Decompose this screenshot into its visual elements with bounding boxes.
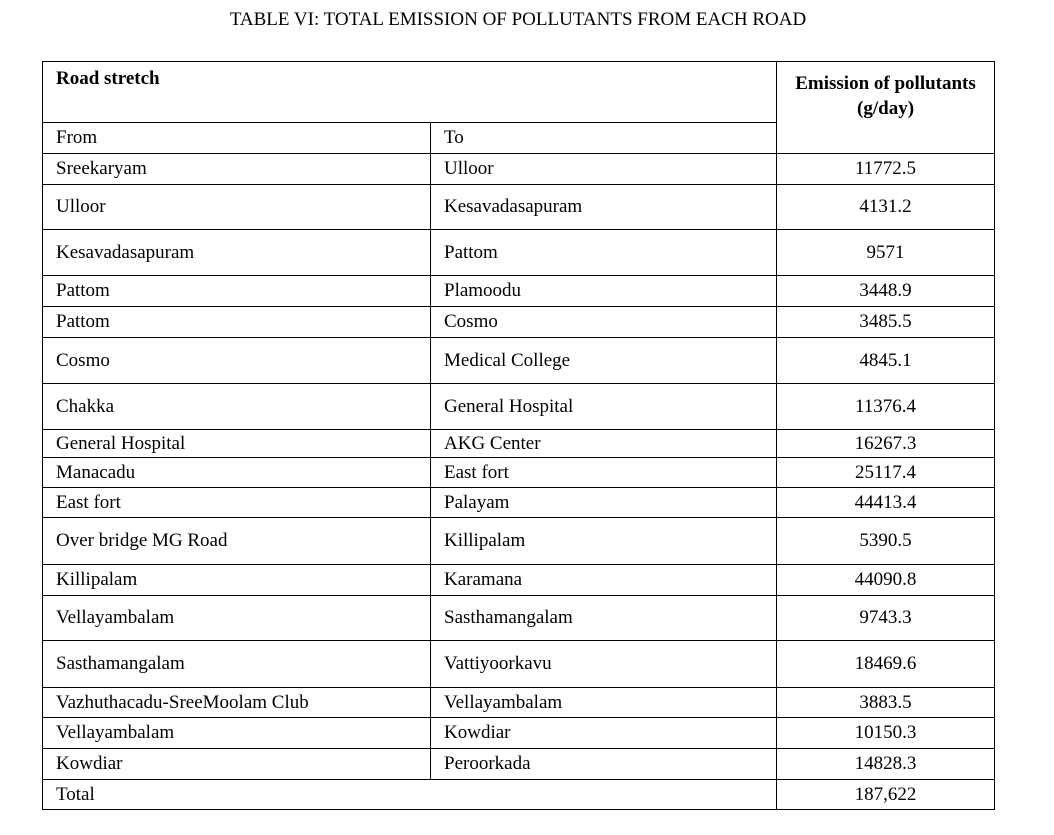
table-row: General Hospital AKG Center 16267.3 <box>42 429 996 458</box>
cell-emission: 4131.2 <box>776 184 996 230</box>
table-row: Over bridge MG Road Killipalam 5390.5 <box>42 517 996 565</box>
table-row: Pattom Cosmo 3485.5 <box>42 306 996 338</box>
cell-from: Pattom <box>42 306 431 338</box>
table-row: Kesavadasapuram Pattom 9571 <box>42 229 996 276</box>
table-row: Ulloor Kesavadasapuram 4131.2 <box>42 184 996 230</box>
header-road-stretch: Road stretch <box>41 61 778 123</box>
subheader-row: From To <box>42 122 995 154</box>
cell-emission: 11772.5 <box>776 153 996 185</box>
cell-to: Ulloor <box>429 153 778 185</box>
cell-to: Cosmo <box>429 306 778 338</box>
cell-to: Vellayambalam <box>429 687 778 718</box>
cell-to: Plamoodu <box>429 275 778 307</box>
cell-emission: 5390.5 <box>776 517 996 565</box>
cell-to: General Hospital <box>429 383 778 430</box>
cell-from: Kowdiar <box>42 748 431 780</box>
cell-to: Kesavadasapuram <box>429 184 778 230</box>
cell-to: AKG Center <box>429 429 778 458</box>
cell-emission: 16267.3 <box>776 429 996 458</box>
cell-to: Pattom <box>429 229 778 276</box>
cell-from: Sreekaryam <box>42 153 431 185</box>
cell-emission: 3485.5 <box>776 306 996 338</box>
cell-from: Vazhuthacadu-SreeMoolam Club <box>42 687 431 718</box>
cell-emission: 3448.9 <box>776 275 996 307</box>
cell-to: Vattiyoorkavu <box>429 640 778 688</box>
cell-emission: 44090.8 <box>776 564 996 596</box>
cell-emission: 18469.6 <box>776 640 996 688</box>
cell-to: Killipalam <box>429 517 778 565</box>
cell-from: Pattom <box>42 275 431 307</box>
cell-emission: 3883.5 <box>776 687 996 718</box>
cell-from: Manacadu <box>42 457 431 488</box>
cell-emission: 9571 <box>776 229 996 276</box>
cell-to: Palayam <box>429 487 778 518</box>
cell-from: Over bridge MG Road <box>42 517 431 565</box>
cell-from: Chakka <box>42 383 431 430</box>
cell-emission: 14828.3 <box>776 748 996 780</box>
cell-emission: 10150.3 <box>776 717 996 749</box>
cell-emission: 9743.3 <box>776 595 996 641</box>
cell-from: East fort <box>42 487 431 518</box>
table-row: Pattom Plamoodu 3448.9 <box>42 275 996 307</box>
table-row: Kowdiar Peroorkada 14828.3 <box>42 748 996 780</box>
header-from: From <box>42 122 431 154</box>
cell-to: Kowdiar <box>429 717 778 749</box>
emission-table: Road stretch Emission of pollutants (g/d… <box>41 61 996 810</box>
table-row: East fort Palayam 44413.4 <box>42 487 996 518</box>
cell-from: Ulloor <box>42 184 431 230</box>
cell-to: Sasthamangalam <box>429 595 778 641</box>
cell-from: Killipalam <box>42 564 431 596</box>
table-row: Sasthamangalam Vattiyoorkavu 18469.6 <box>42 640 996 688</box>
cell-to: Peroorkada <box>429 748 778 780</box>
cell-from: Vellayambalam <box>42 595 431 641</box>
table-row: Killipalam Karamana 44090.8 <box>42 564 996 596</box>
header-to: To <box>429 122 778 154</box>
cell-from: Vellayambalam <box>42 717 431 749</box>
table-title: TABLE VI: TOTAL EMISSION OF POLLUTANTS F… <box>229 9 807 30</box>
cell-to: Medical College <box>429 337 778 384</box>
total-label: Total <box>41 779 778 810</box>
cell-to: East fort <box>429 457 778 488</box>
table-row: Vellayambalam Kowdiar 10150.3 <box>42 717 996 749</box>
table-row: Cosmo Medical College 4845.1 <box>42 337 996 384</box>
table-row: Vazhuthacadu-SreeMoolam Club Vellayambala… <box>42 687 996 718</box>
table-row: Vellayambalam Sasthamangalam 9743.3 <box>42 595 996 641</box>
header-row: Road stretch Emission of pollutants (g/d… <box>41 61 996 154</box>
table-row: Chakka General Hospital 11376.4 <box>42 383 996 430</box>
cell-from: Kesavadasapuram <box>42 229 431 276</box>
cell-emission: 4845.1 <box>776 337 996 384</box>
cell-emission: 44413.4 <box>776 487 996 518</box>
total-row: Total 187,622 <box>41 779 996 810</box>
cell-from: Sasthamangalam <box>42 640 431 688</box>
table-row: Manacadu East fort 25117.4 <box>42 457 996 488</box>
cell-from: Cosmo <box>42 337 431 384</box>
cell-to: Karamana <box>429 564 778 596</box>
cell-from: General Hospital <box>42 429 431 458</box>
cell-emission: 25117.4 <box>776 457 996 488</box>
table-row: Sreekaryam Ulloor 11772.5 <box>42 153 996 185</box>
cell-emission: 11376.4 <box>776 383 996 430</box>
header-emission: Emission of pollutants (g/day) <box>776 61 996 154</box>
total-emission: 187,622 <box>776 779 996 810</box>
